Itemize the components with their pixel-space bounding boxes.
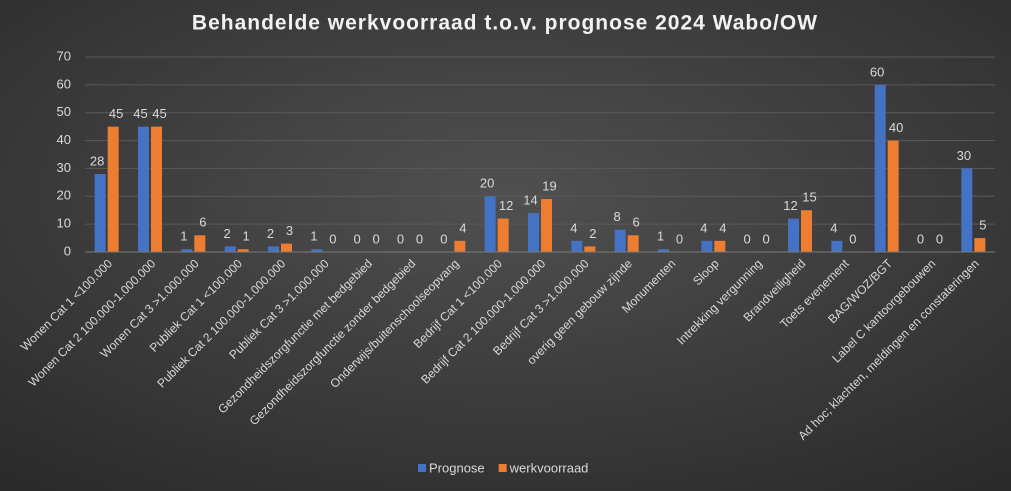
bar <box>887 140 899 252</box>
value-label: 0 <box>917 231 924 246</box>
bar <box>454 240 466 252</box>
legend-label: Prognose <box>429 460 485 475</box>
bar <box>701 240 713 252</box>
bar <box>181 249 193 252</box>
value-label: 8 <box>614 209 621 224</box>
bar <box>614 229 626 252</box>
value-label: 14 <box>523 192 537 207</box>
bar <box>658 249 669 252</box>
bar <box>584 246 596 252</box>
y-tick-label: 10 <box>57 216 71 231</box>
bar <box>541 199 552 252</box>
bar <box>194 235 206 252</box>
value-label: 0 <box>354 231 361 246</box>
y-tick-label: 30 <box>57 160 71 175</box>
value-label: 19 <box>542 179 556 194</box>
bar <box>831 240 843 252</box>
bar <box>224 246 236 252</box>
legend-swatch <box>418 464 426 472</box>
bar <box>528 213 539 252</box>
value-label: 12 <box>783 198 797 213</box>
bar <box>874 84 886 252</box>
value-label: 0 <box>397 231 404 246</box>
value-label: 15 <box>802 190 816 205</box>
value-label: 3 <box>286 223 293 238</box>
value-label: 2 <box>589 226 596 241</box>
value-label: 6 <box>633 215 640 230</box>
bar <box>268 246 279 252</box>
bar <box>138 126 149 252</box>
bar <box>237 249 249 252</box>
y-tick-label: 40 <box>57 132 71 147</box>
legend-swatch <box>498 464 507 472</box>
bar <box>961 168 973 252</box>
bar <box>484 196 496 252</box>
bar <box>627 235 639 252</box>
value-label: 0 <box>744 231 751 246</box>
value-label: 40 <box>889 120 903 135</box>
value-label: 30 <box>957 148 971 163</box>
bar <box>714 240 726 252</box>
value-label: 0 <box>440 231 447 246</box>
bar <box>151 126 162 252</box>
value-label: 60 <box>870 64 884 79</box>
bar <box>801 210 812 252</box>
bar <box>571 240 583 252</box>
chart-title: Behandelde werkvoorraad t.o.v. prognose … <box>192 12 818 35</box>
bar <box>497 218 509 252</box>
value-label: 45 <box>133 106 147 121</box>
value-label: 1 <box>243 229 250 244</box>
value-label: 0 <box>763 231 770 246</box>
value-label: 4 <box>570 220 577 235</box>
value-label: 0 <box>416 231 423 246</box>
bar <box>94 174 106 252</box>
value-label: 28 <box>90 153 104 168</box>
bar <box>281 243 292 252</box>
value-label: 0 <box>329 231 336 246</box>
value-label: 1 <box>310 229 317 244</box>
y-tick-label: 0 <box>64 243 71 258</box>
y-tick-label: 60 <box>57 76 71 91</box>
value-label: 6 <box>199 215 206 230</box>
value-label: 4 <box>459 220 466 235</box>
value-label: 0 <box>676 231 683 246</box>
value-label: 45 <box>109 106 123 121</box>
bar <box>311 249 323 252</box>
value-label: 2 <box>267 226 274 241</box>
value-label: 4 <box>719 220 726 235</box>
value-label: 45 <box>152 106 166 121</box>
bar <box>974 238 986 252</box>
value-label: 1 <box>657 229 664 244</box>
bar <box>107 126 119 252</box>
bar <box>788 218 799 252</box>
value-label: 4 <box>700 220 707 235</box>
value-label: 0 <box>936 231 943 246</box>
value-label: 0 <box>373 231 380 246</box>
value-label: 5 <box>979 218 986 233</box>
y-tick-label: 70 <box>57 48 71 63</box>
legend-label: werkvoorraad <box>509 460 589 475</box>
value-label: 1 <box>180 229 187 244</box>
value-label: 4 <box>830 220 837 235</box>
y-tick-label: 20 <box>57 188 71 203</box>
value-label: 0 <box>849 231 856 246</box>
value-label: 20 <box>480 176 494 191</box>
value-label: 12 <box>499 198 513 213</box>
y-tick-label: 50 <box>57 104 71 119</box>
value-label: 2 <box>224 226 231 241</box>
